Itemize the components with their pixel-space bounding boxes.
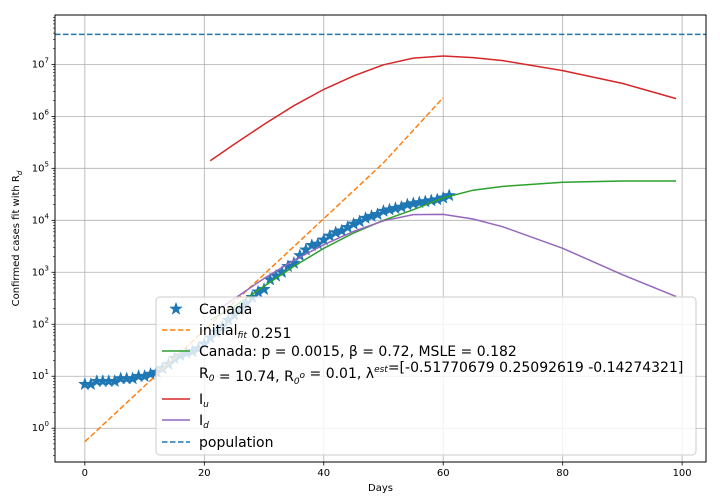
y-tick-label: 105	[32, 160, 49, 174]
y-tick-label: 107	[32, 56, 49, 70]
x-tick-label: 0	[82, 468, 88, 479]
fit_line2-legend-label: R0 = 10.74, R0o = 0.01, λest=[-0.5177067…	[199, 360, 683, 387]
y-tick-label: 102	[32, 316, 49, 330]
y-tick-label: 104	[32, 212, 50, 226]
x-tick-label: 100	[673, 468, 692, 479]
initial_fit-legend-label: initialfit 0.251	[199, 323, 291, 342]
population-legend-label: population	[199, 435, 274, 451]
i_u-legend-label: Iu	[199, 392, 209, 410]
fit_line1-legend-label: Canada: p = 0.0015, β = 0.72, MSLE = 0.1…	[199, 344, 517, 360]
legend: Canada initialfit 0.251 Canada: p = 0.0015…	[155, 296, 697, 456]
x-tick-label: 20	[198, 468, 211, 479]
canada-legend-marker	[169, 301, 183, 315]
i_d-line	[209, 213, 677, 316]
legend-box	[155, 296, 697, 456]
i_d-legend-label: Id	[199, 413, 209, 431]
x-axis-label: Days	[368, 483, 393, 494]
canada-point	[442, 188, 457, 202]
canada-point	[257, 282, 271, 296]
x-tick-label: 40	[317, 468, 330, 479]
ticks: 0 20 40 60 80 100 100 101 102 103 104 105 106 107	[32, 17, 692, 479]
x-tick-label: 60	[437, 468, 450, 479]
plot-area	[55, 33, 706, 443]
y-tick-label: 101	[32, 368, 49, 382]
fit-line	[209, 180, 677, 321]
y-tick-label: 103	[32, 264, 49, 278]
x-tick-label: 80	[556, 468, 569, 479]
y-tick-label: 100	[32, 420, 49, 434]
i_u-line	[209, 55, 677, 162]
y-axis-label: Confirmed cases fit with Rd	[11, 170, 24, 306]
canada-legend-label: Canada	[199, 302, 252, 318]
y-tick-label: 106	[32, 108, 50, 122]
axes-frame	[54, 14, 707, 463]
initial_fit-line	[84, 97, 444, 443]
